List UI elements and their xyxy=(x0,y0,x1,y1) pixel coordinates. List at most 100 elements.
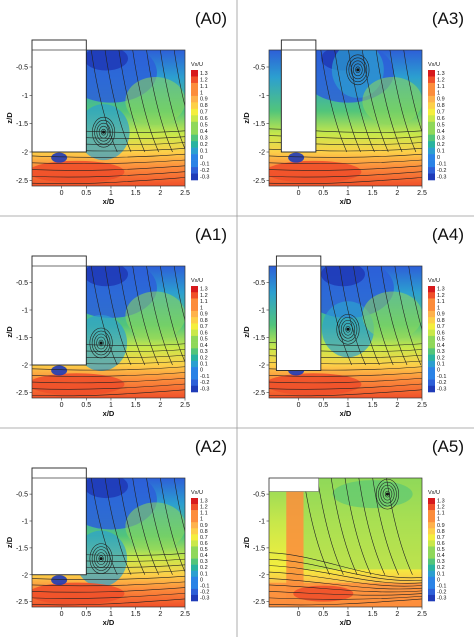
colorbar-swatch xyxy=(191,115,198,123)
vortex-streamline xyxy=(350,60,365,80)
mid-velocity-zone xyxy=(125,502,185,551)
vortex-streamline xyxy=(101,128,107,136)
colorbar-label: -0.3 xyxy=(200,595,209,601)
colorbar-swatch xyxy=(191,510,198,517)
colorbar-swatch xyxy=(191,348,198,355)
velocity-field xyxy=(269,478,422,607)
y-tick-label: -2 xyxy=(259,572,265,579)
x-tick-label: 0 xyxy=(297,611,301,618)
low-velocity-zone xyxy=(51,365,68,376)
colorbar-label: 0.2 xyxy=(200,565,208,571)
colorbar-swatch xyxy=(428,522,435,529)
colorbar-swatch xyxy=(191,582,198,590)
streamline xyxy=(160,266,185,363)
colorbar-swatch xyxy=(428,540,435,547)
vortex-streamline xyxy=(91,330,111,356)
colorbar-swatch xyxy=(191,121,198,129)
colorbar-label: 1 xyxy=(437,305,440,311)
colorbar-label: 1 xyxy=(200,90,203,96)
colorbar-swatch xyxy=(428,564,435,572)
plot-frame xyxy=(31,265,186,399)
x-tick-label: 0.5 xyxy=(318,190,328,197)
x-tick-label: 1.5 xyxy=(368,611,378,618)
x-tick-label: 1.5 xyxy=(368,190,378,197)
streamline xyxy=(132,50,159,153)
colorbar-swatch xyxy=(191,154,198,161)
colorbar-label: 0.7 xyxy=(200,110,208,116)
colorbar-swatch xyxy=(191,373,198,380)
colorbar-swatch xyxy=(191,522,198,529)
colorbar-label: 0.7 xyxy=(437,535,445,541)
streamline xyxy=(320,50,348,153)
y-tick-label: -2.5 xyxy=(16,390,28,397)
colorbar-label: 0.2 xyxy=(437,142,445,148)
streamline xyxy=(160,478,185,573)
colorbar-label: 0.4 xyxy=(200,343,208,349)
y-tick-label: -1.5 xyxy=(253,335,265,342)
streamline xyxy=(339,266,366,366)
vortex-streamline xyxy=(96,336,106,350)
x-tick-label: 2.5 xyxy=(417,402,427,409)
colorbar-label: 0.1 xyxy=(200,149,208,155)
colorbar-label: 0.6 xyxy=(437,541,445,547)
streamline xyxy=(32,366,185,371)
x-tick-label: 1 xyxy=(109,402,113,409)
colorbar-label: 0.7 xyxy=(200,324,208,330)
x-tick-label: 0.5 xyxy=(81,190,91,197)
x-tick-label: 0.5 xyxy=(81,402,91,409)
colorbar-label: -0.1 xyxy=(200,161,209,167)
y-tick-label: -1 xyxy=(22,308,28,315)
chart-panel: 0 0.5 1 1.5 2 2.5 -0.5 -1 -1.5 -2 -2.5 x/D z/D (A5) Vx… xyxy=(242,437,464,627)
colorbar-label: 0 xyxy=(437,155,440,161)
colorbar-label: 1.2 xyxy=(200,77,208,83)
colorbar-label: 0.6 xyxy=(200,330,208,336)
colorbar-label: 0.5 xyxy=(200,337,208,343)
colorbar-label: -0.2 xyxy=(200,589,209,595)
colorbar-label: 0.5 xyxy=(200,547,208,553)
colorbar-swatch xyxy=(191,385,198,393)
streamline xyxy=(269,383,422,390)
colorbar-swatch xyxy=(428,552,435,559)
colorbar-swatch xyxy=(191,134,198,142)
colorbar-swatch xyxy=(428,510,435,517)
panel-label: (A2) xyxy=(195,437,227,456)
colorbar-swatch xyxy=(191,304,198,312)
velocity-field xyxy=(269,50,422,186)
colorbar-swatch xyxy=(191,588,198,596)
streamlines xyxy=(269,478,422,606)
colorbar-label: 0.1 xyxy=(437,362,445,368)
streamline xyxy=(269,153,422,158)
colorbar-label: 1 xyxy=(200,517,203,523)
colorbar-label: 0.8 xyxy=(200,103,208,109)
colorbar-label: -0.2 xyxy=(200,168,209,174)
colorbar-swatch xyxy=(428,108,435,116)
colorbar-swatch xyxy=(428,528,435,535)
x-tick-label: 1.5 xyxy=(131,190,141,197)
colorbar-label: 0.4 xyxy=(437,129,445,135)
colorbar-label: 0.8 xyxy=(437,318,445,324)
colorbar-swatch xyxy=(191,534,198,541)
streamline xyxy=(269,159,422,165)
streamline xyxy=(104,478,132,575)
colorbar-label: 1.1 xyxy=(200,299,208,305)
streamline xyxy=(132,478,159,575)
streamline xyxy=(269,165,422,171)
colorbar-swatch xyxy=(191,317,198,324)
vortex-streamline xyxy=(384,490,391,498)
streamline xyxy=(269,578,422,590)
colorbar-swatch xyxy=(428,582,435,590)
streamline xyxy=(32,177,185,185)
y-axis-title: z/D xyxy=(5,112,14,124)
low-velocity-zone xyxy=(51,575,68,586)
x-tick-label: 0 xyxy=(297,190,301,197)
colorbar-label: 0.6 xyxy=(200,541,208,547)
streamline xyxy=(146,50,173,153)
y-tick-label: -1 xyxy=(259,308,265,315)
colorbar-label: 0.3 xyxy=(200,136,208,142)
colorbar-swatch xyxy=(191,76,198,84)
y-tick-label: -2 xyxy=(22,363,28,370)
colorbar-label: 0.5 xyxy=(200,123,208,129)
streamline xyxy=(32,598,185,606)
chart-panel: 0 0.5 1 1.5 2 2.5 -0.5 -1 -1.5 -2 -2.5 x/D z/D (A0) Vx… xyxy=(5,9,227,206)
